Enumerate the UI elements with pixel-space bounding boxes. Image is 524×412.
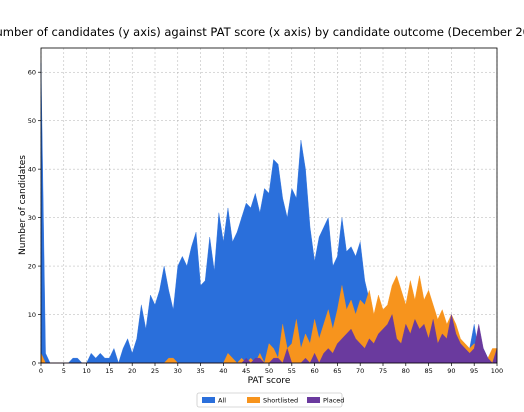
y-tick-label: 40 (28, 165, 36, 173)
legend: All Shortlisted Placed (196, 392, 344, 408)
x-tick-label: 15 (105, 367, 113, 375)
x-tick-label: 55 (288, 367, 296, 375)
x-tick-label: 70 (356, 367, 364, 375)
legend-swatch-shortlisted (247, 397, 260, 403)
x-tick-label: 5 (62, 367, 66, 375)
x-axis-label: PAT score (248, 376, 291, 386)
x-tick-label: 100 (491, 367, 503, 375)
x-tick-label: 40 (219, 367, 227, 375)
y-tick-label: 20 (28, 262, 36, 270)
x-tick-label: 95 (470, 367, 478, 375)
x-tick-label: 80 (402, 367, 410, 375)
x-tick-label: 90 (447, 367, 455, 375)
x-tick-label: 85 (424, 367, 432, 375)
x-tick-label: 60 (310, 367, 318, 375)
x-tick-label: 0 (39, 367, 43, 375)
legend-label-placed: Placed (323, 397, 344, 405)
y-axis-ticks: 0 10 20 30 40 50 60 (28, 69, 41, 367)
y-tick-label: 60 (28, 69, 36, 77)
x-tick-label: 30 (174, 367, 182, 375)
x-tick-label: 50 (265, 367, 273, 375)
y-tick-label: 30 (28, 214, 36, 222)
y-axis-label: Number of candidates (18, 155, 28, 255)
legend-swatch-all (202, 397, 215, 403)
x-tick-label: 45 (242, 367, 250, 375)
chart-title: Number of candidates (y axis) against PA… (0, 25, 524, 39)
legend-box (196, 392, 343, 408)
x-tick-label: 75 (379, 367, 387, 375)
legend-swatch-placed (307, 397, 320, 403)
x-axis-ticks: 0 5 10 15 20 25 30 35 40 45 50 55 60 65 70 75 80 85 90 95 10… (39, 363, 503, 375)
x-tick-label: 25 (151, 367, 159, 375)
y-tick-label: 10 (28, 311, 36, 319)
x-tick-label: 10 (82, 367, 90, 375)
x-tick-label: 20 (128, 367, 136, 375)
legend-label-shortlisted: Shortlisted (263, 397, 298, 405)
x-tick-label: 65 (333, 367, 341, 375)
y-tick-label: 50 (28, 117, 36, 125)
legend-label-all: All (218, 397, 226, 405)
x-tick-label: 35 (196, 367, 204, 375)
y-tick-label: 0 (32, 359, 36, 367)
